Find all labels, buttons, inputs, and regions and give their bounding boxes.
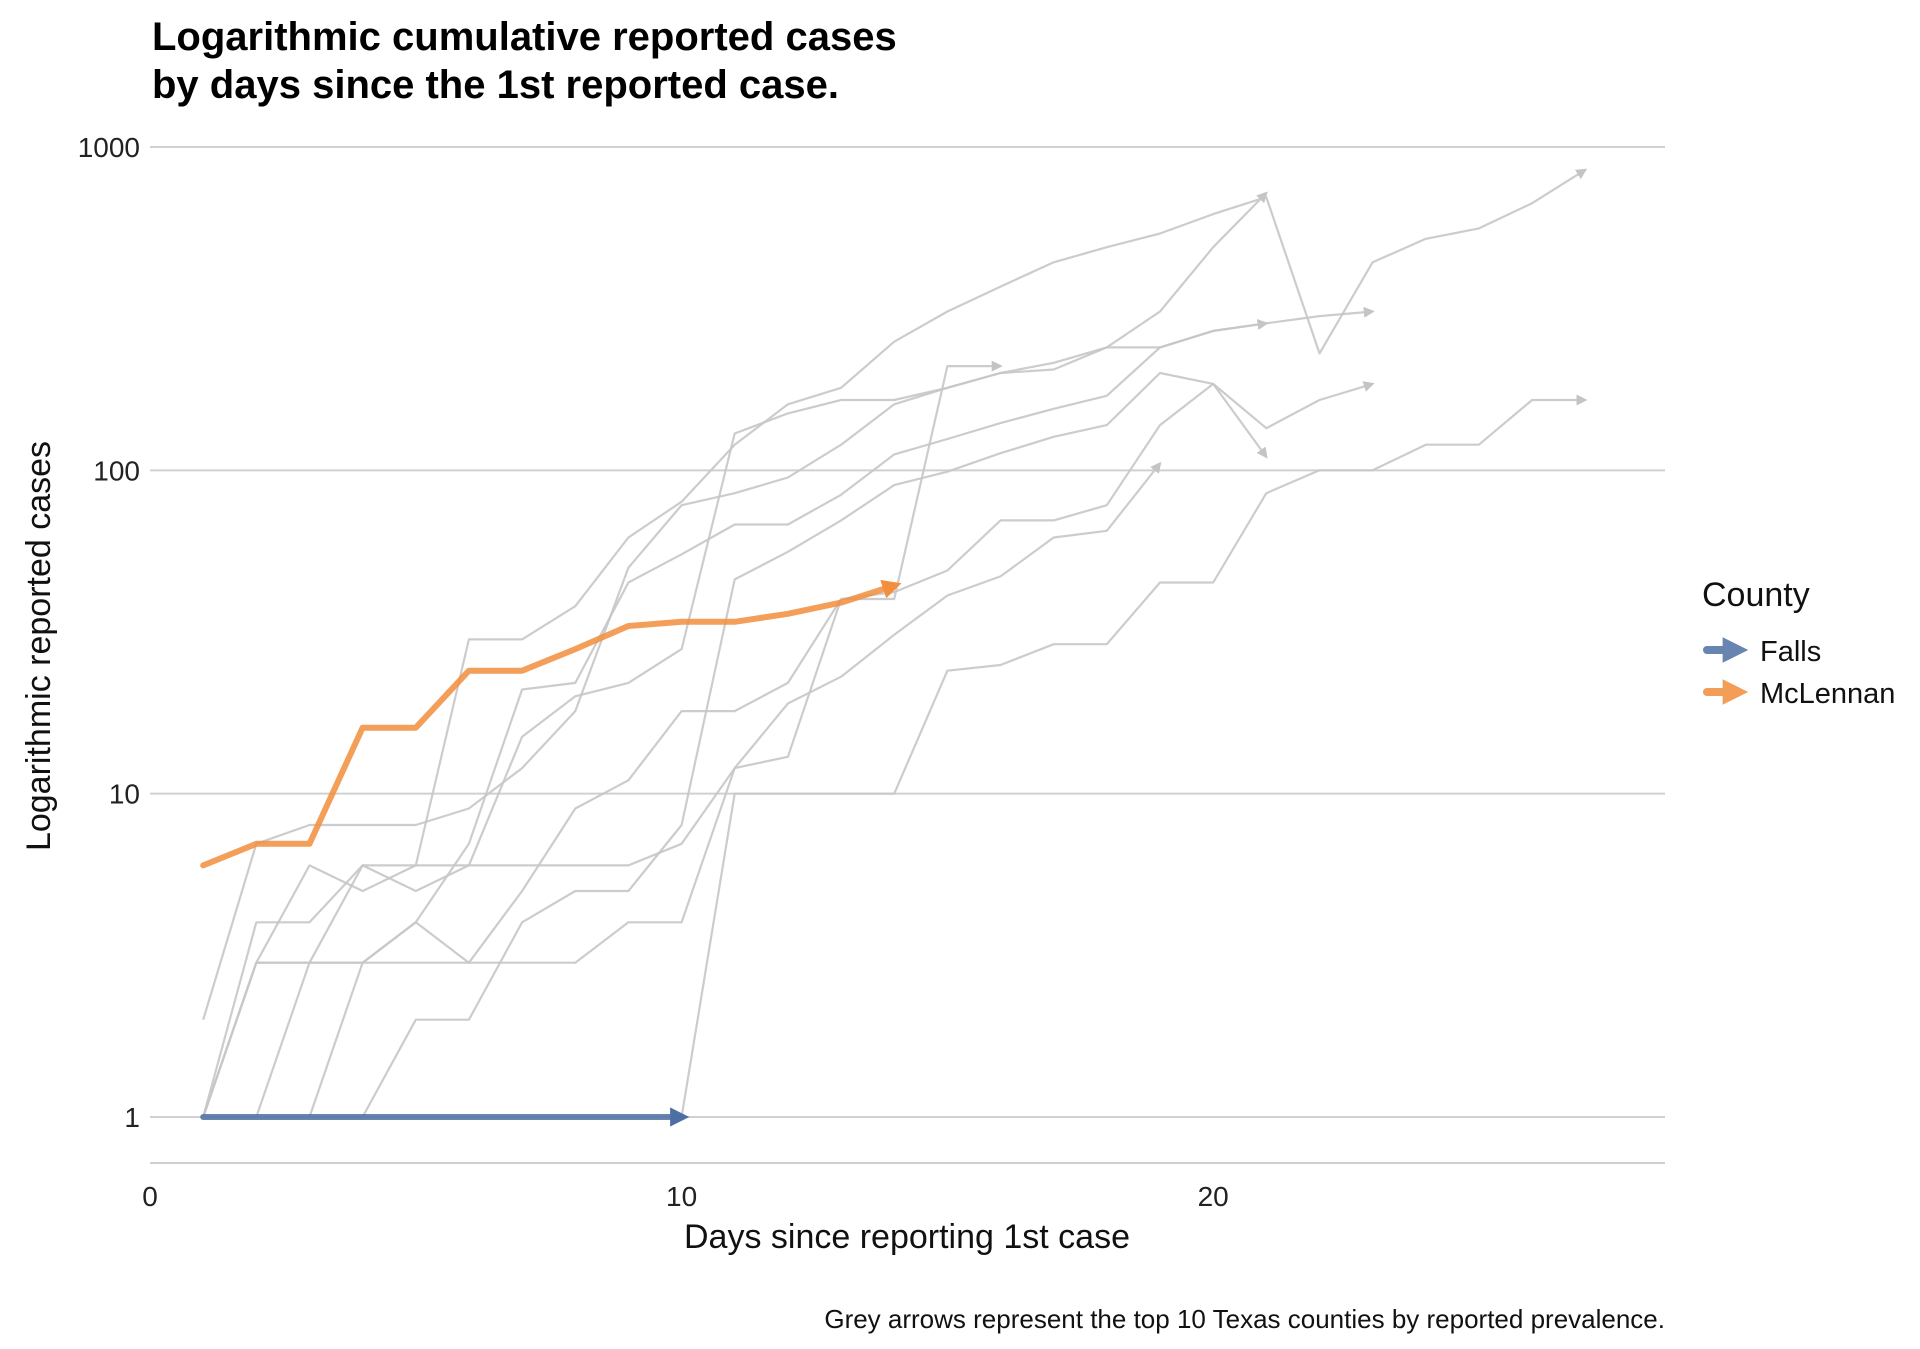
y-tick-label: 10 xyxy=(109,779,140,810)
county-series-line xyxy=(202,319,1269,1021)
x-tick-label: 20 xyxy=(1198,1181,1229,1212)
gridlines xyxy=(150,146,1665,1118)
county-series-line xyxy=(203,306,1375,1119)
legend: County Falls McLennan xyxy=(1702,576,1895,710)
legend-title: County xyxy=(1702,576,1810,614)
legend-label-falls: Falls xyxy=(1760,636,1821,668)
x-axis-title: Days since reporting 1st case xyxy=(684,1218,1130,1256)
y-axis-title: Logarithmic reported cases xyxy=(20,441,58,851)
y-tick-label: 1 xyxy=(124,1102,140,1133)
county-series-line xyxy=(203,371,1375,1119)
y-tick-labels: 1 10 100 1000 xyxy=(78,132,140,1133)
county-series-line xyxy=(202,461,1162,1118)
series-line-mclennan xyxy=(200,579,902,869)
x-tick-labels: 0 10 20 xyxy=(142,1181,1229,1212)
y-tick-label: 1000 xyxy=(78,132,140,163)
county-series-line xyxy=(203,382,1268,1119)
legend-label-mclennan: McLennan xyxy=(1760,678,1895,710)
county-series-line xyxy=(203,394,1588,1119)
chart-title-line-2: by days since the 1st reported case. xyxy=(152,63,839,107)
series-lines xyxy=(200,168,1588,1127)
county-series-line xyxy=(202,191,1268,1118)
county-series-line xyxy=(202,168,1588,1118)
chart-title-line-1: Logarithmic cumulative reported cases xyxy=(152,15,897,59)
county-series-line xyxy=(202,360,1003,1118)
y-tick-label: 100 xyxy=(93,455,140,486)
x-tick-label: 10 xyxy=(666,1181,697,1212)
x-tick-label: 0 xyxy=(142,1181,158,1212)
chart-caption: Grey arrows represent the top 10 Texas c… xyxy=(824,1304,1665,1334)
